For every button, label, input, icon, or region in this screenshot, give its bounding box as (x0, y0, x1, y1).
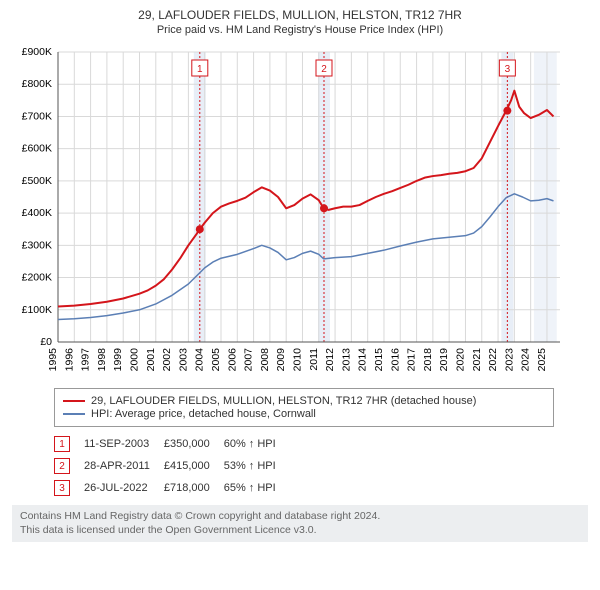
y-tick-label: £500K (22, 175, 52, 187)
y-tick-label: £700K (22, 110, 52, 122)
legend: 29, LAFLOUDER FIELDS, MULLION, HELSTON, … (54, 388, 554, 427)
y-tick-label: £300K (22, 239, 52, 251)
x-tick-label: 2004 (194, 348, 206, 372)
event-hpi: 60% ↑ HPI (224, 433, 290, 455)
legend-row: HPI: Average price, detached house, Corn… (63, 408, 545, 420)
y-tick-label: £800K (22, 78, 52, 90)
event-badge-label: 3 (505, 64, 511, 75)
event-date: 28-APR-2011 (84, 455, 164, 477)
x-tick-label: 2013 (340, 348, 352, 372)
events-table: 1 11-SEP-2003£350,00060% ↑ HPI 2 28-APR-201… (54, 433, 588, 499)
event-date: 11-SEP-2003 (84, 433, 164, 455)
x-tick-label: 1998 (96, 348, 108, 372)
event-row-badge: 2 (54, 458, 70, 474)
chart-svg: £0 £100K £200K £300K £400K £500K £600K £700K £80… (12, 42, 572, 382)
legend-row: 29, LAFLOUDER FIELDS, MULLION, HELSTON, … (63, 395, 545, 407)
x-tick-label: 2024 (520, 348, 532, 372)
x-tick-label: 1996 (63, 348, 75, 372)
legend-label: 29, LAFLOUDER FIELDS, MULLION, HELSTON, … (91, 395, 476, 407)
event-row: 2 28-APR-2011£415,00053% ↑ HPI (54, 455, 290, 477)
y-tick-label: £100K (22, 304, 52, 316)
x-tick-label: 1997 (80, 348, 92, 372)
x-tick-label: 2022 (487, 348, 499, 372)
event-row: 3 26-JUL-2022£718,00065% ↑ HPI (54, 477, 290, 499)
x-tick-label: 2005 (210, 348, 222, 372)
x-tick-label: 2007 (243, 348, 255, 372)
x-tick-label: 2019 (438, 348, 450, 372)
title-line-2: Price paid vs. HM Land Registry's House … (12, 24, 588, 36)
x-tick-label: 2017 (406, 348, 418, 372)
footer: Contains HM Land Registry data © Crown c… (12, 505, 588, 542)
event-hpi: 53% ↑ HPI (224, 455, 290, 477)
x-tick-label: 1995 (47, 348, 59, 372)
y-tick-label: £900K (22, 46, 52, 58)
x-tick-label: 2008 (259, 348, 271, 372)
y-tick-label: £600K (22, 143, 52, 155)
x-tick-label: 2020 (454, 348, 466, 372)
x-tick-label: 2010 (291, 348, 303, 372)
title-line-1: 29, LAFLOUDER FIELDS, MULLION, HELSTON, … (12, 8, 588, 22)
x-tick-label: 2014 (357, 348, 369, 372)
y-tick-label: £0 (40, 336, 52, 348)
event-date: 26-JUL-2022 (84, 477, 164, 499)
event-marker (320, 204, 328, 212)
event-hpi: 65% ↑ HPI (224, 477, 290, 499)
x-tick-label: 2023 (503, 348, 515, 372)
event-row-badge: 3 (54, 480, 70, 496)
x-tick-label: 2006 (226, 348, 238, 372)
legend-swatch (63, 413, 85, 415)
x-tick-label: 2025 (536, 348, 548, 372)
event-price: £415,000 (164, 455, 224, 477)
x-tick-label: 2002 (161, 348, 173, 372)
event-row: 1 11-SEP-2003£350,00060% ↑ HPI (54, 433, 290, 455)
x-tick-label: 2015 (373, 348, 385, 372)
x-tick-label: 2001 (145, 348, 157, 372)
x-tick-label: 2021 (471, 348, 483, 372)
y-tick-label: £200K (22, 272, 52, 284)
x-tick-label: 2003 (177, 348, 189, 372)
x-tick-label: 2009 (275, 348, 287, 372)
event-badge-label: 2 (321, 64, 327, 75)
x-tick-label: 2012 (324, 348, 336, 372)
y-tick-label: £400K (22, 207, 52, 219)
x-tick-label: 2000 (128, 348, 140, 372)
legend-label: HPI: Average price, detached house, Corn… (91, 408, 316, 420)
event-badge-label: 1 (197, 64, 203, 75)
footer-line-1: Contains HM Land Registry data © Crown c… (20, 510, 580, 524)
chart: £0 £100K £200K £300K £400K £500K £600K £700K £80… (12, 42, 588, 382)
x-tick-label: 1999 (112, 348, 124, 372)
x-tick-label: 2016 (389, 348, 401, 372)
event-price: £718,000 (164, 477, 224, 499)
legend-swatch (63, 400, 85, 402)
x-tick-label: 2011 (308, 348, 320, 371)
event-price: £350,000 (164, 433, 224, 455)
event-marker (196, 225, 204, 233)
event-row-badge: 1 (54, 436, 70, 452)
event-marker (503, 107, 511, 115)
x-tick-label: 2018 (422, 348, 434, 372)
footer-line-2: This data is licensed under the Open Gov… (20, 524, 580, 538)
